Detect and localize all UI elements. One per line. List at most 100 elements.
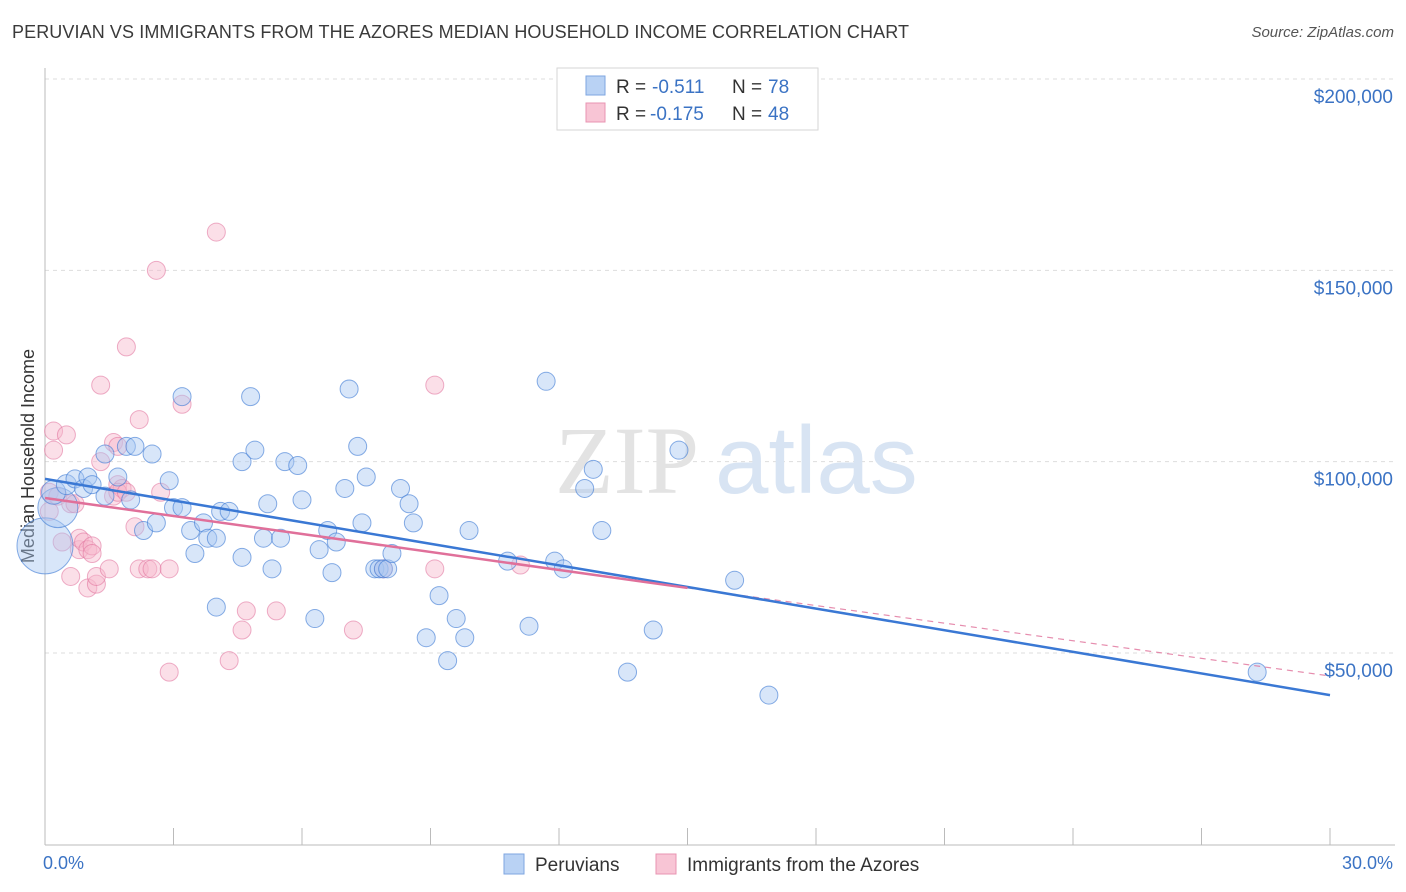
- peruvian-point-49: [356, 467, 376, 487]
- peruvian-point-40: [305, 609, 325, 629]
- peruvian-point-43: [322, 563, 342, 583]
- azores-point-44: [266, 601, 286, 621]
- azores-point-45: [343, 620, 363, 640]
- peruvian-point-12: [125, 436, 145, 456]
- azores-point-39: [172, 394, 192, 414]
- peruvian-point-36: [275, 452, 295, 472]
- series-legend-label-peruvians: Peruvians: [535, 855, 620, 876]
- peruvian-point-9: [108, 467, 128, 487]
- legend-r-value-blue: -0.511: [652, 77, 704, 98]
- azores-point-17: [86, 574, 106, 594]
- azores-point-3: [44, 421, 64, 441]
- azores-point-28: [116, 337, 136, 357]
- peruvian-point-44: [326, 532, 346, 552]
- peruvian-point-69: [575, 478, 595, 498]
- x-axis-ticks: [173, 828, 1331, 845]
- peruvian-point-46: [339, 379, 359, 399]
- azores-point-2: [44, 440, 64, 460]
- peruvian-point-32: [245, 440, 265, 460]
- azores-point-47: [425, 559, 445, 579]
- series-legend-swatch-azores: [655, 853, 677, 875]
- peruvian-point-17: [159, 471, 179, 491]
- peruvian-point-58: [416, 628, 436, 648]
- azores-point-35: [146, 260, 166, 280]
- watermark-zip: ZIP: [555, 407, 699, 514]
- peruvian-point-76: [759, 685, 779, 705]
- azores-point-46: [425, 375, 445, 395]
- peruvian-point-16: [146, 513, 166, 533]
- legend-n-label-blue: N =: [732, 77, 762, 98]
- series-legend: Peruvians Immigrants from the Azores: [503, 853, 919, 876]
- peruvian-point-25: [206, 528, 226, 548]
- peruvian-point-60: [438, 651, 458, 671]
- azores-trend-line: [44, 496, 688, 590]
- peruvian-point-53: [378, 559, 398, 579]
- peruvian-point-72: [618, 662, 638, 682]
- chart-source: Source: ZipAtlas.com: [1251, 24, 1394, 41]
- peruvian-point-63: [459, 521, 479, 541]
- legend-r-label-pink: R =: [616, 104, 646, 125]
- azores-point-21: [99, 559, 119, 579]
- azores-point-6: [56, 425, 76, 445]
- series-azores-points: [39, 222, 530, 682]
- peruvian-point-74: [669, 440, 689, 460]
- peruvian-point-52: [373, 559, 393, 579]
- azores-trend-extension: [687, 587, 1331, 677]
- legend-r-value-pink: -0.175: [650, 104, 704, 125]
- y-axis-tick-labels: $200,000 $150,000 $100,000 $50,000: [1314, 87, 1393, 682]
- peruvian-point-0: [16, 517, 74, 575]
- y-axis-label: Median Household Income: [18, 349, 38, 563]
- legend-n-label-pink: N =: [732, 104, 762, 125]
- legend-n-value-pink: 48: [768, 104, 789, 125]
- legend-n-value-blue: 78: [768, 77, 789, 98]
- peruvian-point-41: [309, 540, 329, 560]
- correlation-legend: R = -0.511 N = 78 R = -0.175 N = 48: [556, 67, 819, 131]
- azores-point-43: [236, 601, 256, 621]
- peruvian-point-62: [455, 628, 475, 648]
- trend-lines: [44, 477, 1331, 697]
- y-tick-label-0: $200,000: [1314, 87, 1393, 108]
- peruvian-point-66: [536, 371, 556, 391]
- azores-point-41: [219, 651, 239, 671]
- peruvian-point-35: [271, 528, 291, 548]
- peruvian-point-37: [288, 455, 308, 475]
- azores-point-14: [82, 536, 102, 556]
- azores-point-40: [206, 222, 226, 242]
- watermark-atlas: atlas: [715, 407, 918, 514]
- peruvian-point-47: [348, 436, 368, 456]
- y-tick-label-3: $50,000: [1324, 661, 1393, 682]
- legend-swatch-pink: [585, 102, 606, 123]
- peruvian-point-48: [352, 513, 372, 533]
- peruvian-point-59: [429, 586, 449, 606]
- peruvian-point-38: [292, 490, 312, 510]
- azores-point-33: [138, 559, 158, 579]
- azores-point-16: [82, 544, 102, 564]
- chart-title: PERUVIAN VS IMMIGRANTS FROM THE AZORES M…: [12, 22, 910, 42]
- series-legend-label-azores: Immigrants from the Azores: [687, 855, 919, 876]
- grid-lines: [45, 78, 1395, 654]
- x-tick-label-min: 0.0%: [43, 853, 84, 873]
- azores-point-19: [91, 375, 111, 395]
- azores-point-7: [61, 566, 81, 586]
- watermark: ZIP atlas: [555, 407, 918, 514]
- peruvian-point-39: [262, 559, 282, 579]
- peruvian-point-70: [583, 459, 603, 479]
- peruvian-point-54: [382, 544, 402, 564]
- peruvian-point-31: [241, 387, 261, 407]
- x-tick-label-max: 30.0%: [1342, 853, 1393, 873]
- azores-point-34: [142, 559, 162, 579]
- peruvian-point-55: [391, 478, 411, 498]
- peruvian-point-71: [592, 521, 612, 541]
- peruvian-point-61: [446, 609, 466, 629]
- peruvian-point-29: [232, 547, 252, 567]
- peruvian-point-73: [643, 620, 663, 640]
- peruvian-point-13: [142, 444, 162, 464]
- peruvian-point-56: [399, 494, 419, 514]
- azores-point-42: [232, 620, 252, 640]
- peruvian-point-45: [335, 478, 355, 498]
- peruvian-point-33: [253, 528, 273, 548]
- peruvian-point-57: [403, 513, 423, 533]
- peruvian-point-77: [1247, 662, 1267, 682]
- legend-swatch-blue: [585, 75, 606, 96]
